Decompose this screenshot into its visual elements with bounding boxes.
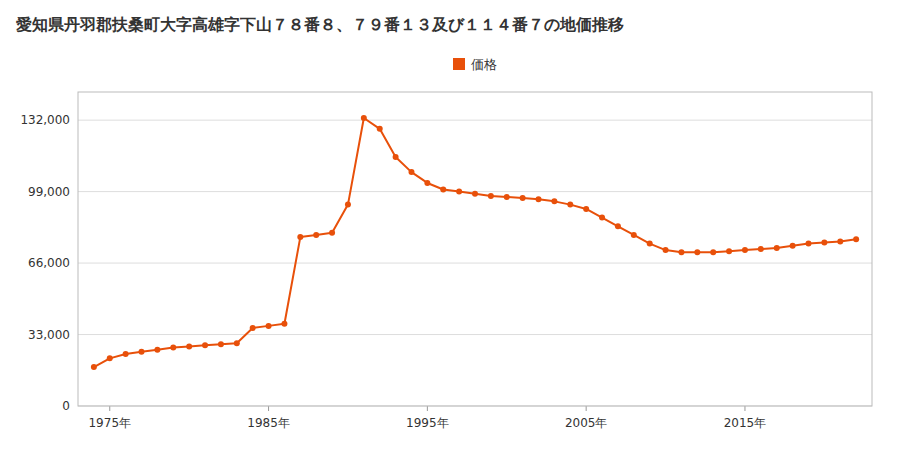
series-marker [821, 240, 827, 246]
series-marker [504, 194, 510, 200]
chart-title: 愛知県丹羽郡扶桑町大字高雄字下山７８番８、７９番１３及び１１４番７の地価推移 [16, 15, 624, 34]
series-marker [647, 241, 653, 247]
series-marker [250, 325, 256, 331]
series-marker [710, 249, 716, 255]
series-marker [615, 223, 621, 229]
series-marker [631, 232, 637, 238]
series-marker [853, 236, 859, 242]
series-marker [440, 186, 446, 192]
series-marker [361, 115, 367, 121]
data-group [91, 115, 859, 370]
x-tick-mark [427, 406, 428, 411]
x-axis: 1975年 1985年 1995年 2005年 2015年 [88, 406, 766, 430]
series-marker [694, 249, 700, 255]
series-marker [520, 195, 526, 201]
y-tick-label: 0 [62, 399, 70, 413]
series-marker [123, 351, 129, 357]
x-tick-mark [586, 406, 587, 411]
x-tick-label: 1995年 [406, 416, 449, 430]
series-marker [456, 189, 462, 195]
series-marker [742, 247, 748, 253]
series-marker [139, 349, 145, 355]
y-tick-label: 33,000 [28, 328, 70, 342]
y-tick-label: 132,000 [20, 113, 70, 127]
y-axis: 0 33,000 66,000 99,000 132,000 [20, 113, 872, 413]
y-tick-label: 66,000 [28, 256, 70, 270]
series-marker [758, 246, 764, 252]
y-tick-label: 99,000 [28, 185, 70, 199]
series-marker [583, 206, 589, 212]
series-marker [837, 238, 843, 244]
x-tick-label: 1985年 [247, 416, 290, 430]
series-marker [551, 198, 557, 204]
x-tick-mark [744, 406, 745, 411]
x-tick-mark [268, 406, 269, 411]
x-tick-label: 2005年 [565, 416, 608, 430]
y-grid-line [78, 120, 872, 121]
series-marker [170, 345, 176, 351]
series-marker [154, 347, 160, 353]
series-marker [472, 191, 478, 197]
series-marker [393, 154, 399, 160]
series-marker [107, 355, 113, 361]
y-grid-line [78, 263, 872, 264]
series-marker [488, 193, 494, 199]
series-marker [329, 230, 335, 236]
series-marker [202, 342, 208, 348]
series-marker [313, 232, 319, 238]
series-marker [186, 343, 192, 349]
x-tick-label: 1975年 [88, 416, 131, 430]
series-marker [266, 323, 272, 329]
series-marker [424, 180, 430, 186]
series-marker [234, 340, 240, 346]
legend-swatch [453, 58, 465, 70]
series-line [94, 118, 856, 367]
chart-container: 愛知県丹羽郡扶桑町大字高雄字下山７８番８、７９番１３及び１１４番７の地価推移 0 3… [0, 0, 900, 450]
series-marker [377, 126, 383, 132]
series-marker [536, 196, 542, 202]
legend: 価格 [453, 57, 497, 72]
x-tick-label: 2015年 [724, 416, 767, 430]
series-marker [281, 321, 287, 327]
series-marker [567, 202, 573, 208]
series-marker [790, 243, 796, 249]
x-tick-mark [109, 406, 110, 411]
chart-svg: 愛知県丹羽郡扶桑町大字高雄字下山７８番８、７９番１３及び１１４番７の地価推移 0 3… [0, 0, 900, 450]
series-marker [663, 247, 669, 253]
series-marker [599, 215, 605, 221]
series-marker [774, 245, 780, 251]
series-marker [218, 341, 224, 347]
series-marker [678, 249, 684, 255]
series-marker [805, 241, 811, 247]
plot-frame [78, 92, 872, 406]
series-marker [726, 248, 732, 254]
y-grid-line [78, 334, 872, 335]
series-marker [408, 169, 414, 175]
series-marker [297, 234, 303, 240]
legend-label: 価格 [471, 57, 497, 72]
series-marker [91, 364, 97, 370]
series-marker [345, 202, 351, 208]
